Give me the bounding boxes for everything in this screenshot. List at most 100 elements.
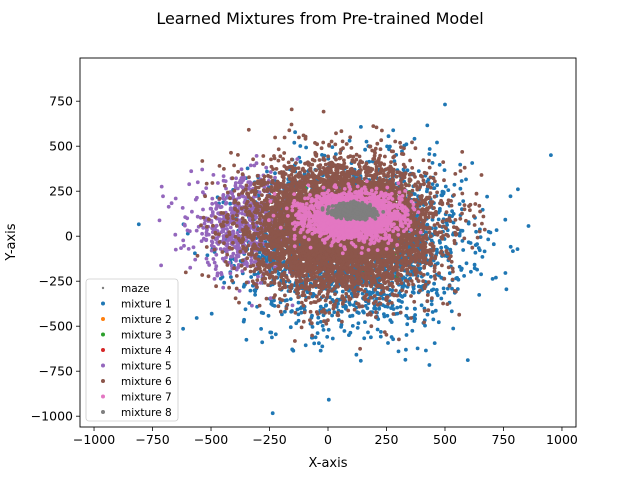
scatter-point (228, 206, 233, 211)
scatter-point (434, 291, 439, 295)
scatter-point (494, 275, 498, 280)
scatter-point (310, 313, 314, 318)
scatter-point (377, 307, 381, 311)
scatter-point (220, 250, 225, 254)
scatter-point (159, 184, 164, 189)
scatter-point (326, 327, 331, 332)
scatter-point (240, 185, 245, 190)
scatter-point (200, 159, 205, 163)
scatter-point (396, 349, 401, 354)
scatter-point (249, 275, 254, 279)
scatter-point (429, 302, 434, 307)
scatter-point (400, 294, 405, 299)
scatter-point (254, 161, 259, 166)
scatter-point (369, 335, 373, 340)
scatter-point (461, 199, 466, 204)
scatter-point (472, 214, 476, 219)
scatter-point (430, 161, 435, 165)
scatter-point (447, 271, 452, 276)
scatter-point (473, 250, 478, 255)
scatter-point (476, 246, 481, 250)
scatter-point (214, 223, 219, 228)
scatter-point (432, 186, 437, 191)
scatter-point (221, 174, 226, 179)
scatter-point (270, 411, 275, 416)
scatter-point (425, 222, 430, 227)
scatter-point (448, 247, 453, 252)
scatter-point (308, 291, 313, 296)
scatter-point (207, 263, 212, 267)
scatter-point (269, 299, 274, 304)
scatter-point (385, 313, 390, 318)
scatter-point (457, 202, 462, 207)
scatter-point (268, 330, 273, 335)
scatter-point (472, 266, 477, 271)
scatter-point (424, 348, 428, 353)
scatter-point (445, 286, 450, 291)
scatter-point (427, 363, 432, 367)
scatter-point (427, 147, 432, 151)
scatter-point (347, 300, 352, 305)
scatter-point (276, 158, 281, 163)
scatter-point (386, 341, 390, 345)
scatter-point (316, 315, 321, 320)
scatter-point (416, 263, 420, 268)
scatter-point (157, 218, 162, 223)
scatter-point (468, 241, 473, 245)
scatter-point (395, 305, 400, 310)
scatter-point (413, 313, 417, 317)
scatter-point (315, 142, 319, 147)
scatter-point (443, 245, 448, 249)
scatter-point (189, 169, 194, 174)
scatter-point (245, 166, 250, 171)
scatter-point (350, 324, 355, 328)
points-layer (136, 102, 553, 416)
scatter-point (350, 313, 355, 318)
scatter-point (182, 243, 186, 248)
scatter-point (273, 171, 277, 176)
scatter-point (250, 303, 254, 308)
scatter-point (416, 284, 421, 289)
scatter-point (404, 142, 409, 147)
scatter-point (208, 206, 213, 211)
scatter-point (412, 136, 417, 141)
scatter-point (204, 256, 209, 261)
scatter-point (313, 335, 318, 340)
scatter-point (294, 321, 299, 326)
scatter-point (232, 163, 237, 168)
scatter-point (437, 162, 442, 167)
scatter-point (378, 334, 383, 339)
scatter-point (315, 321, 320, 326)
scatter-point (211, 173, 216, 177)
scatter-point (302, 310, 307, 315)
scatter-point (254, 154, 259, 158)
scatter-point (508, 194, 513, 199)
scatter-point (290, 303, 295, 308)
scatter-point (248, 163, 253, 168)
scatter-point (273, 332, 278, 337)
scatter-point (464, 261, 469, 266)
scatter-point (266, 313, 271, 318)
scatter-point (466, 221, 471, 226)
scatter-point (410, 328, 415, 333)
scatter-point (234, 274, 239, 278)
scatter-point (260, 340, 265, 345)
scatter-point (516, 187, 520, 192)
scatter-point (209, 311, 214, 316)
scatter-point (227, 285, 232, 290)
scatter-point (494, 228, 499, 233)
scatter-point (480, 255, 485, 259)
scatter-point (419, 303, 424, 308)
scatter-point (404, 333, 409, 337)
scatter-point (441, 301, 445, 306)
scatter-point (461, 248, 466, 252)
scatter-point (490, 277, 495, 281)
scatter-point (435, 250, 439, 255)
scatter-point (330, 313, 334, 318)
scatter-point (213, 267, 218, 271)
scatter-point (464, 177, 468, 182)
scatter-point (255, 278, 260, 282)
scatter-point (326, 397, 331, 402)
scatter-point (318, 348, 323, 353)
scatter-point (436, 217, 441, 222)
